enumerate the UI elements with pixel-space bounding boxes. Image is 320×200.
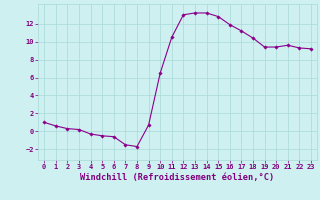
X-axis label: Windchill (Refroidissement éolien,°C): Windchill (Refroidissement éolien,°C) [80, 173, 275, 182]
